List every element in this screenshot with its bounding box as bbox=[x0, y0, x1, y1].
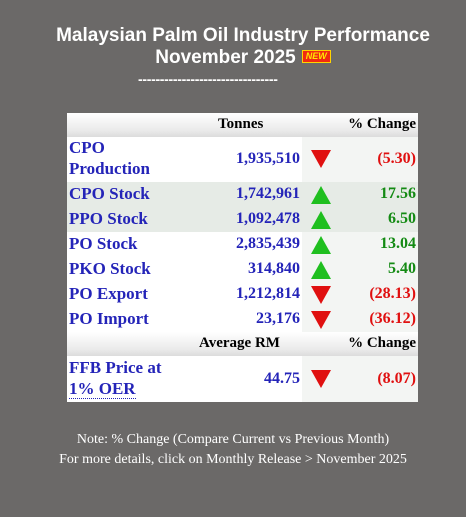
row-label[interactable]: PO Import bbox=[69, 309, 149, 328]
table-header: Tonnes % Change bbox=[67, 113, 418, 137]
row-value: 2,835,439 bbox=[236, 235, 300, 252]
table-row-ffb-price[interactable]: FFB Price at 1% OER 44.75 (8.07) bbox=[67, 356, 418, 402]
footer-note: Note: % Change (Compare Current vs Previ… bbox=[76, 432, 390, 447]
row-change: (5.30) bbox=[377, 150, 416, 167]
row-change: (8.07) bbox=[377, 370, 416, 387]
down-triangle-icon bbox=[311, 370, 331, 388]
row-value: 23,176 bbox=[256, 310, 300, 327]
row-label-line1: FFB Price at bbox=[69, 358, 162, 377]
col-header-change: % Change bbox=[348, 116, 416, 132]
row-change: 13.04 bbox=[380, 235, 416, 252]
row-label[interactable]: PPO Stock bbox=[69, 209, 148, 228]
row-label-line2-text: 1% OER bbox=[69, 379, 136, 399]
row-value: 1,742,961 bbox=[236, 185, 300, 202]
row-change: 6.50 bbox=[388, 210, 416, 227]
row-label[interactable]: CPO Stock bbox=[69, 184, 150, 203]
down-triangle-icon bbox=[311, 150, 331, 168]
row-change: 17.56 bbox=[380, 185, 416, 202]
col-header-tonnes: Tonnes bbox=[218, 116, 264, 132]
table-row-cpo-production[interactable]: CPO Production 1,935,510 (5.30) bbox=[67, 137, 418, 181]
footer-details-link[interactable]: For more details, click on Monthly Relea… bbox=[59, 452, 407, 467]
title-line-2: November 2025 NEW bbox=[0, 47, 466, 69]
table-row-pko-stock[interactable]: PKO Stock 314,840 5.40 bbox=[67, 257, 418, 282]
table-header-price: Average RM % Change bbox=[67, 332, 418, 356]
row-change: (28.13) bbox=[369, 285, 416, 302]
down-triangle-icon bbox=[311, 286, 331, 304]
row-value: 1,092,478 bbox=[236, 210, 300, 227]
page-title: Malaysian Palm Oil Industry Performance … bbox=[0, 25, 466, 69]
row-label-line2: 1% OER bbox=[69, 378, 162, 399]
row-label[interactable]: PO Stock bbox=[69, 234, 138, 253]
down-triangle-icon bbox=[311, 311, 331, 329]
up-triangle-icon bbox=[311, 236, 331, 254]
row-label-line2: Production bbox=[69, 159, 150, 178]
table-row-po-export[interactable]: PO Export 1,212,814 (28.13) bbox=[67, 282, 418, 307]
row-value: 44.75 bbox=[264, 370, 300, 387]
table-row-po-stock[interactable]: PO Stock 2,835,439 13.04 bbox=[67, 232, 418, 257]
up-triangle-icon bbox=[311, 186, 331, 204]
row-label[interactable]: CPO Production bbox=[69, 137, 150, 179]
row-change: (36.12) bbox=[369, 310, 416, 327]
row-change: 5.40 bbox=[388, 260, 416, 277]
table-row-po-import[interactable]: PO Import 23,176 (36.12) bbox=[67, 307, 418, 332]
title-month: November 2025 bbox=[155, 47, 296, 68]
up-triangle-icon bbox=[311, 261, 331, 279]
row-label[interactable]: PO Export bbox=[69, 284, 148, 303]
row-value: 1,212,814 bbox=[236, 285, 300, 302]
col-header-average-rm: Average RM bbox=[199, 335, 280, 351]
new-badge: NEW bbox=[301, 50, 331, 63]
row-label[interactable]: FFB Price at 1% OER bbox=[69, 357, 162, 399]
table-row-cpo-stock[interactable]: CPO Stock 1,742,961 17.56 bbox=[67, 182, 418, 207]
up-triangle-icon bbox=[311, 211, 331, 229]
table-row-ppo-stock[interactable]: PPO Stock 1,092,478 6.50 bbox=[67, 207, 418, 232]
row-label-line1: CPO bbox=[69, 138, 105, 157]
title-separator: -------------------------------- bbox=[138, 71, 278, 87]
row-label[interactable]: PKO Stock bbox=[69, 259, 151, 278]
col-header-change-2: % Change bbox=[348, 335, 416, 351]
row-value: 314,840 bbox=[248, 260, 300, 277]
title-line-1: Malaysian Palm Oil Industry Performance bbox=[56, 25, 430, 46]
row-value: 1,935,510 bbox=[236, 150, 300, 167]
performance-table: Tonnes % Change CPO Production 1,935,510… bbox=[67, 113, 418, 402]
